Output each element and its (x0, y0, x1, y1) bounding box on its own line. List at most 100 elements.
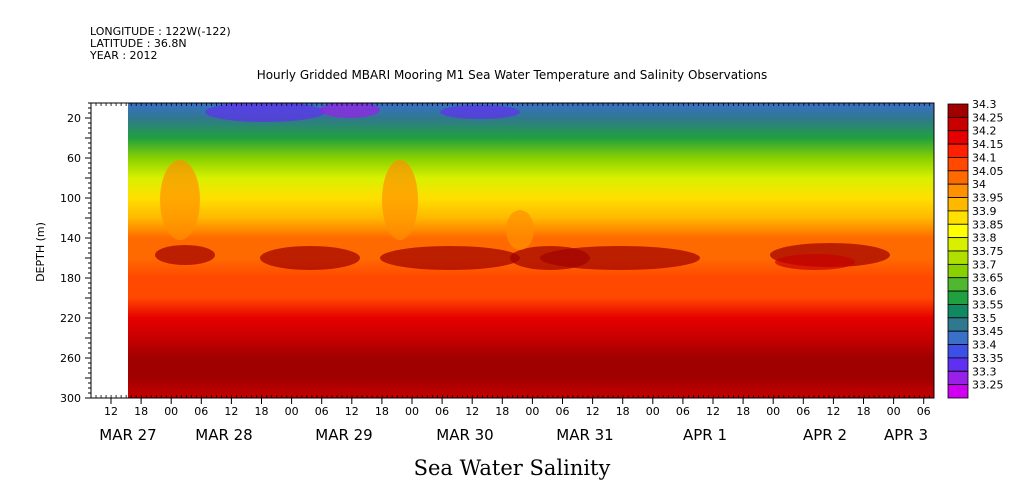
colorbar-swatch (947, 157, 969, 172)
x-hour-label: 06 (676, 405, 690, 418)
colorbar-label: 34.15 (972, 138, 1004, 151)
longitude-label: LONGITUDE : 122W(-122) (90, 25, 231, 38)
contour-feature (380, 246, 520, 270)
x-hour-label: 12 (104, 405, 118, 418)
x-hour-label: 00 (766, 405, 780, 418)
colorbar-label: 33.6 (972, 285, 997, 298)
x-hour-label: 18 (736, 405, 750, 418)
y-axis-label: DEPTH (m) (34, 222, 47, 282)
contour-feature (440, 105, 520, 119)
y-tick-label: 140 (60, 232, 81, 245)
x-day-label: APR 3 (884, 426, 928, 444)
colorbar-swatch (947, 330, 969, 345)
x-hour-label: 06 (435, 405, 449, 418)
x-day-label: MAR 27 (99, 426, 156, 444)
x-hour-label: 12 (706, 405, 720, 418)
x-hour-label: 12 (345, 405, 359, 418)
colorbar-label: 33.85 (972, 218, 1004, 231)
colorbar-label: 33.35 (972, 352, 1004, 365)
contour-feature (260, 246, 360, 270)
colorbar-swatch (947, 344, 969, 359)
colorbar-swatch (947, 116, 969, 132)
colorbar-swatch (947, 357, 969, 372)
x-hour-label: 00 (164, 405, 178, 418)
y-tick-label: 300 (60, 392, 81, 405)
colorbar-label: 33.55 (972, 298, 1004, 311)
x-day-label: MAR 29 (315, 426, 372, 444)
colorbar-label: 33.5 (972, 312, 997, 325)
y-tick-label: 60 (67, 152, 81, 165)
colorbar-label: 34.3 (972, 98, 997, 111)
colorbar-swatch (947, 130, 969, 145)
x-day-label: APR 1 (683, 426, 727, 444)
x-hour-label: 00 (525, 405, 539, 418)
footer-title: Sea Water Salinity (414, 456, 611, 480)
salinity-contour-features (155, 103, 890, 270)
colorbar-label: 34.25 (972, 111, 1004, 124)
contour-feature (155, 245, 215, 265)
x-hour-label: 18 (616, 405, 630, 418)
colorbar-label: 33.3 (972, 365, 997, 378)
colorbar-swatch (947, 143, 969, 158)
colorbar-swatch (947, 223, 969, 239)
x-hour-label: 12 (586, 405, 600, 418)
x-hour-label: 12 (826, 405, 840, 418)
x-hour-label: 06 (796, 405, 810, 418)
x-hour-label: 00 (646, 405, 660, 418)
colorbar-swatch (947, 277, 969, 292)
contour-feature (160, 160, 200, 240)
colorbar-label: 33.45 (972, 325, 1004, 338)
x-day-label: MAR 31 (556, 426, 613, 444)
x-day-label: APR 2 (803, 426, 847, 444)
x-hour-label: 00 (405, 405, 419, 418)
x-day-label: MAR 28 (195, 426, 252, 444)
colorbar-label: 33.75 (972, 245, 1004, 258)
colorbar-label: 34.05 (972, 165, 1004, 178)
colorbar-label: 33.8 (972, 232, 997, 245)
x-hour-label: 06 (556, 405, 570, 418)
x-hour-label: 12 (465, 405, 479, 418)
x-hour-label: 18 (134, 405, 148, 418)
colorbar: 34.334.2534.234.1534.134.053433.9533.933… (947, 98, 1004, 399)
x-hour-label: 18 (857, 405, 871, 418)
colorbar-label: 33.4 (972, 339, 997, 352)
colorbar-label: 33.9 (972, 205, 997, 218)
x-hour-label: 06 (194, 405, 208, 418)
colorbar-swatch (947, 170, 969, 185)
colorbar-swatch (947, 210, 969, 225)
year-label: YEAR : 2012 (89, 49, 158, 62)
colorbar-swatch (947, 384, 969, 399)
y-tick-label: 20 (67, 112, 81, 125)
x-hour-label: 06 (917, 405, 931, 418)
colorbar-swatch (947, 290, 969, 305)
contour-feature (775, 254, 855, 270)
y-tick-label: 180 (60, 272, 81, 285)
y-tick-label: 100 (60, 192, 81, 205)
colorbar-swatch (947, 103, 969, 118)
x-day-label: MAR 30 (436, 426, 493, 444)
contour-feature (205, 103, 325, 122)
latitude-label: LATITUDE : 36.8N (90, 37, 187, 50)
x-hour-label: 18 (495, 405, 509, 418)
colorbar-swatch (947, 237, 969, 252)
plot-area (90, 102, 935, 399)
x-hour-label: 12 (224, 405, 238, 418)
x-axis: 12 18 00 06 12 18 00 06 12 18 00 06 12 18 00 06 12 18 00 06… (90, 103, 931, 444)
chart-title: Hourly Gridded MBARI Mooring M1 Sea Wate… (257, 68, 768, 82)
colorbar-swatch (947, 317, 969, 332)
x-hour-label: 18 (255, 405, 269, 418)
colorbar-swatch (947, 263, 969, 279)
x-hour-label: 18 (375, 405, 389, 418)
x-hour-label: 00 (285, 405, 299, 418)
colorbar-label: 34 (972, 178, 986, 191)
y-tick-label: 260 (60, 352, 81, 365)
colorbar-label: 34.1 (972, 151, 997, 164)
y-tick-label: 220 (60, 312, 81, 325)
y-axis: 20 60 100 140 180 220 260 300 (60, 102, 91, 405)
colorbar-label: 34.2 (972, 125, 997, 138)
colorbar-label: 33.65 (972, 272, 1004, 285)
colorbar-swatch (947, 183, 969, 198)
colorbar-swatch (947, 250, 969, 265)
contour-feature (510, 246, 590, 270)
